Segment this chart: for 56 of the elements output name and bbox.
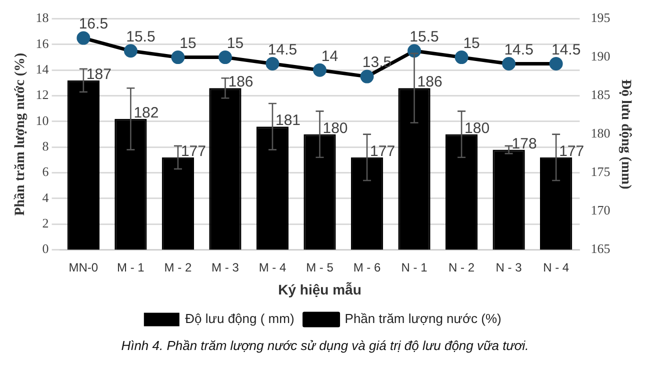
y-tick-label: 8 [42,138,49,154]
x-tick-label: N - 4 [543,260,570,274]
y-tick-label: 14 [36,62,50,77]
data-label: 177 [180,143,206,160]
y2-tick-label: 180 [590,126,610,141]
data-label: 186 [417,74,442,91]
x-tick-label: MN-0 [68,260,98,274]
x-axis-title: Ký hiệu mẫu [278,281,362,298]
x-tick-label: M - 3 [212,260,240,274]
data-label: 177 [559,143,584,160]
legend-label: Độ lưu động ( mm) [185,311,294,326]
x-tick-label: M - 5 [306,260,334,274]
y2-tick-label: 175 [590,164,610,180]
y2-tick-label: 185 [590,87,610,102]
data-label: 187 [86,66,112,84]
x-tick-label: M - 1 [117,260,145,274]
y-tick-label: 12 [36,87,49,102]
y-tick-label: 4 [42,190,50,205]
data-label: 15 [463,34,480,52]
x-tick-label: M - 4 [258,260,286,274]
y-tick-label: 0 [42,241,49,256]
y-axis-title: Phần trăm lượng nước (%) [13,52,28,216]
text: Hình 4. Phần trăm lượng nước sử dụng và giá trị độ lưu động vữa tươi. [120,338,530,353]
y2-tick-label: 165 [590,241,610,256]
legend-label: Phần trăm lượng nước (%) [344,311,502,326]
y-tick-label: 16 [36,36,50,51]
data-label: 14.5 [504,41,534,58]
x-tick-label: M - 6 [353,260,381,274]
data-label: 14.5 [268,41,298,58]
y-tick-label: 18 [36,10,49,26]
data-label: 15 [180,34,196,52]
y-tick-label: 2 [42,216,49,231]
data-label: 180 [464,120,490,137]
data-label: 14 [321,48,338,65]
data-label: 178 [512,135,537,152]
y2-tick-label: 195 [590,10,610,26]
data-label: 15.5 [126,28,156,46]
x-tick-label: N - 2 [448,260,475,274]
data-label: 16.5 [78,16,108,33]
data-label: 14.5 [551,41,581,58]
x-tick-label: N - 3 [496,260,522,274]
data-label: 186 [228,74,254,91]
y2-tick-label: 190 [590,48,610,64]
data-label: 15 [226,34,244,52]
y2-axis-title: Độ lưu động (mm) [618,79,633,190]
data-label: 177 [370,143,396,160]
x-tick-label: N - 1 [401,260,428,274]
x-tick-label: M - 2 [164,260,192,274]
data-label: 13.5 [362,54,392,72]
data-label: 181 [275,112,301,130]
y2-tick-label: 170 [590,202,610,218]
y-tick-label: 6 [42,164,50,180]
data-label: 180 [322,120,348,137]
data-label: 15.5 [410,28,439,46]
y-tick-label: 10 [36,112,49,128]
data-label: 182 [134,104,159,122]
